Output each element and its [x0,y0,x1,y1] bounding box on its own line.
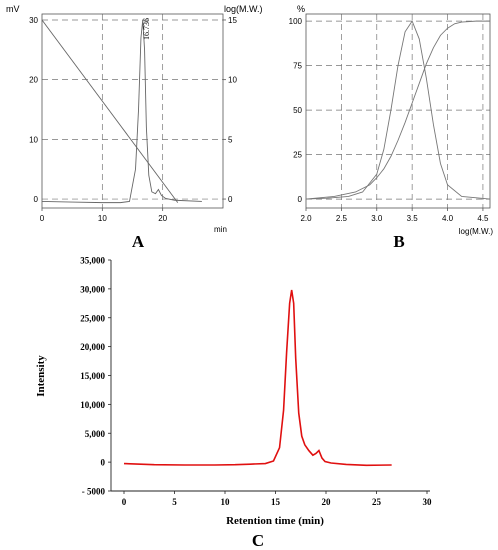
panel-c-x-tick-label: 5 [172,497,177,507]
panel-b-y-tick-label: 75 [293,62,302,71]
panel-c-y-tick-label: 25,000 [80,313,105,323]
panel-b-y-tick-label: 25 [293,151,302,160]
panel-c-axes [110,260,430,492]
panel-c-y-tick-label: 15,000 [80,371,105,381]
panel-b-y-tick-label: 0 [298,195,303,204]
panel-a-series [41,19,202,204]
panel-a-x-tick-label: 20 [158,214,167,223]
panel-b-x-tick-label: 2.0 [300,214,312,223]
panel-a-x-tick-label: 10 [98,214,107,223]
panel-c-x-tick-label: 20 [322,497,332,507]
panel-a-x-tick-label: 0 [40,214,45,223]
panel-a-y-tick-label: 0 [34,195,39,204]
panel-c-y-tick-label: 20,000 [80,342,105,352]
panel-a-y-tick-label: 30 [29,16,38,25]
panel-c-x-tick-label: 0 [122,497,127,507]
panel-a-right-tick-label: 15 [228,16,237,25]
panel-c: 35,000 30,000 25,000 20,000 15,000 10,000 5,00… [35,256,432,550]
panel-b-grid [306,14,490,208]
panel-a-grid [42,14,223,208]
panel-c-label: C [252,531,264,550]
panel-c-y-tick-label: 0 [101,458,106,468]
panel-a-x-unit: min [214,225,227,234]
panel-b-series [305,20,491,200]
panel-b-plot-frame [305,13,491,209]
panel-a-peak-label: 16.736 [142,18,151,40]
panel-b-x-axis-label: log(M.W.) [459,227,494,236]
panel-a-y-tick-label: 20 [29,76,38,85]
panel-c-x-axis-label: Retention time (min) [226,515,324,527]
panel-c-x-tick-label: 10 [221,497,231,507]
panel-b-x-tick-label: 4.5 [477,214,489,223]
panel-b-x-tick-label: 3.0 [371,214,383,223]
panel-a-chromatogram-line [41,19,202,204]
panel-a-right-tick-label: 0 [228,195,233,204]
panel-c-y-tick-label: 35,000 [80,256,105,266]
panel-c-y-axis-label: Intensity [35,355,47,397]
panel-b-x-tick-label: 3.5 [407,214,419,223]
panel-c-y-tick-label: - 5000 [82,487,106,497]
panel-b-x-tick-label: 4.0 [442,214,454,223]
panel-a-right-tick-label: 5 [228,135,233,144]
panel-b-ticks: 2.0 2.5 3.0 3.5 4.0 4.5 0 25 50 75 100 [289,17,489,223]
panel-b-y-tick-label: 100 [289,17,303,26]
panel-b-distribution-curve [305,20,491,200]
panel-c-x-tick-label: 15 [271,497,281,507]
panel-b-top-unit: % [297,4,305,14]
panel-c-series [123,289,392,467]
panel-c-y-tick-label: 30,000 [80,284,105,294]
panel-c-x-tick-label: 30 [423,497,433,507]
panel-a-calibration-line [41,19,179,203]
panel-b-x-tick-label: 2.5 [336,214,348,223]
panel-b-label: B [393,232,404,251]
panel-c-y-tick-label: 5,000 [85,429,106,439]
panel-c-x-tick-label: 25 [372,497,382,507]
panel-a-ticks: 0 10 20 0 10 20 30 0 5 10 15 [29,16,237,223]
panel-a: mV log(M.W.) 0 10 20 0 10 20 30 0 5 10 15 16.736 m… [6,4,263,251]
panel-a-right-tick-label: 10 [228,76,237,85]
panel-a-plot-frame [41,13,224,209]
panel-a-y-tick-label: 10 [29,135,38,144]
panel-c-ticks: 35,000 30,000 25,000 20,000 15,000 10,000 5,00… [80,256,432,508]
panel-c-chromatogram-line [123,289,392,467]
panel-a-right-axis-label: log(M.W.) [224,4,263,14]
panel-b-y-tick-label: 50 [293,106,302,115]
panel-b: % 2.0 2.5 3.0 3.5 4.0 4.5 0 25 50 75 100 log(M.W.)… [289,4,494,251]
panel-c-y-tick-label: 10,000 [80,400,105,410]
panel-b-cumulative-curve [305,20,490,200]
panel-a-left-unit: mV [6,4,20,14]
panel-a-label: A [132,232,145,251]
